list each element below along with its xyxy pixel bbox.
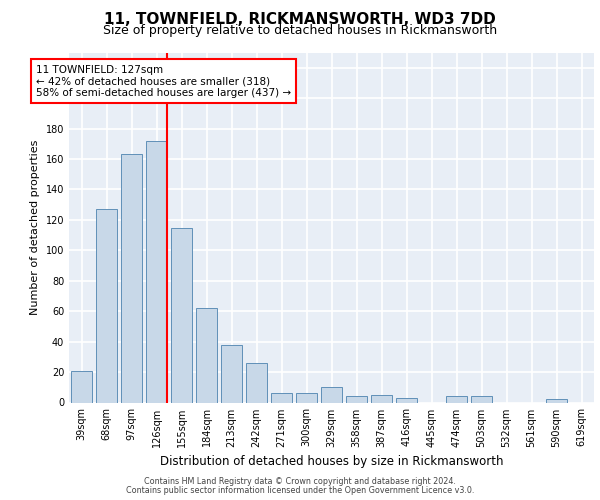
Text: Contains HM Land Registry data © Crown copyright and database right 2024.: Contains HM Land Registry data © Crown c… (144, 477, 456, 486)
Bar (296, 394, 317, 402)
Bar (346, 396, 367, 402)
Text: 11, TOWNFIELD, RICKMANSWORTH, WD3 7DD: 11, TOWNFIELD, RICKMANSWORTH, WD3 7DD (104, 12, 496, 26)
Bar (146, 141, 167, 403)
Text: 11 TOWNFIELD: 127sqm
← 42% of detached houses are smaller (318)
58% of semi-deta: 11 TOWNFIELD: 127sqm ← 42% of detached h… (36, 64, 291, 98)
Bar (321, 388, 342, 402)
Bar (196, 308, 217, 402)
Bar (396, 398, 417, 402)
Bar (546, 400, 567, 402)
Bar (221, 344, 242, 403)
Bar (371, 395, 392, 402)
Bar (271, 394, 292, 402)
Bar (171, 228, 192, 402)
Bar (246, 363, 267, 403)
Y-axis label: Number of detached properties: Number of detached properties (30, 140, 40, 315)
X-axis label: Distribution of detached houses by size in Rickmansworth: Distribution of detached houses by size … (160, 455, 503, 468)
Text: Size of property relative to detached houses in Rickmansworth: Size of property relative to detached ho… (103, 24, 497, 37)
Text: Contains public sector information licensed under the Open Government Licence v3: Contains public sector information licen… (126, 486, 474, 495)
Bar (471, 396, 492, 402)
Bar (121, 154, 142, 402)
Bar (96, 209, 117, 402)
Bar (446, 396, 467, 402)
Bar (71, 370, 92, 402)
